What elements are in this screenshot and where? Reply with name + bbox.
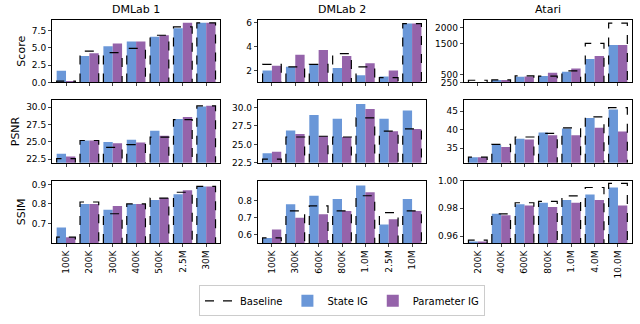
svg-text:500: 500 [441,70,458,80]
svg-text:1500: 1500 [435,39,458,49]
svg-text:Score: Score [15,36,28,67]
svg-text:800K: 800K [543,250,553,274]
svg-text:10M: 10M [407,251,417,270]
svg-text:Parameter IG: Parameter IG [413,296,479,307]
svg-text:600K: 600K [519,250,529,274]
svg-text:45: 45 [447,106,458,116]
svg-text:0.7: 0.7 [32,219,46,229]
svg-text:DMLab 2: DMLab 2 [318,3,366,16]
svg-text:0.8: 0.8 [238,196,253,206]
svg-text:1.0M: 1.0M [360,251,370,273]
svg-text:DMLab 1: DMLab 1 [112,3,160,16]
svg-text:2: 2 [246,66,252,76]
svg-text:22.5: 22.5 [26,154,46,164]
svg-text:22.5: 22.5 [232,158,252,168]
svg-text:100K: 100K [61,250,71,274]
svg-text:0.8: 0.8 [32,199,47,209]
svg-text:500K: 500K [154,250,164,274]
svg-text:30.0: 30.0 [232,103,252,113]
svg-text:25.0: 25.0 [26,137,46,147]
svg-text:0.6: 0.6 [238,230,253,240]
svg-text:27.5: 27.5 [232,121,252,131]
svg-text:4.0M: 4.0M [590,251,600,273]
svg-text:40: 40 [447,125,459,135]
svg-text:Baseline: Baseline [240,296,282,307]
svg-text:250: 250 [441,78,458,88]
svg-text:2.5: 2.5 [32,60,46,70]
svg-text:0.0: 0.0 [32,78,47,88]
svg-text:25.0: 25.0 [232,140,252,150]
svg-text:5.0: 5.0 [32,43,47,53]
svg-text:200K: 200K [84,250,94,274]
svg-text:0.7: 0.7 [238,213,252,223]
svg-text:300K: 300K [290,250,300,274]
svg-text:0.98: 0.98 [438,203,458,213]
svg-text:400K: 400K [496,250,506,274]
svg-text:100K: 100K [267,250,277,274]
svg-text:300K: 300K [108,250,118,274]
svg-text:30M: 30M [201,251,211,270]
svg-text:35: 35 [447,143,458,153]
svg-text:1.0M: 1.0M [566,251,576,273]
svg-text:2.5M: 2.5M [178,251,188,273]
svg-text:6: 6 [246,18,252,28]
svg-text:200K: 200K [473,250,483,274]
svg-text:600K: 600K [314,250,324,274]
svg-text:PSNR: PSNR [9,116,22,146]
svg-text:Atari: Atari [535,3,561,16]
svg-text:400K: 400K [131,250,141,274]
svg-text:800K: 800K [337,250,347,274]
svg-text:7.5: 7.5 [32,26,46,36]
svg-text:0.9: 0.9 [32,180,47,190]
svg-text:2.5M: 2.5M [384,251,394,273]
svg-text:4: 4 [246,42,252,52]
svg-text:2000: 2000 [435,23,458,33]
svg-text:0.96: 0.96 [438,231,458,241]
svg-text:SSIM: SSIM [15,198,28,225]
svg-text:1.00: 1.00 [438,176,458,186]
svg-text:State IG: State IG [327,296,367,307]
svg-text:27.5: 27.5 [26,120,46,130]
svg-text:30.0: 30.0 [26,102,46,112]
svg-text:10.0M: 10.0M [613,251,623,279]
